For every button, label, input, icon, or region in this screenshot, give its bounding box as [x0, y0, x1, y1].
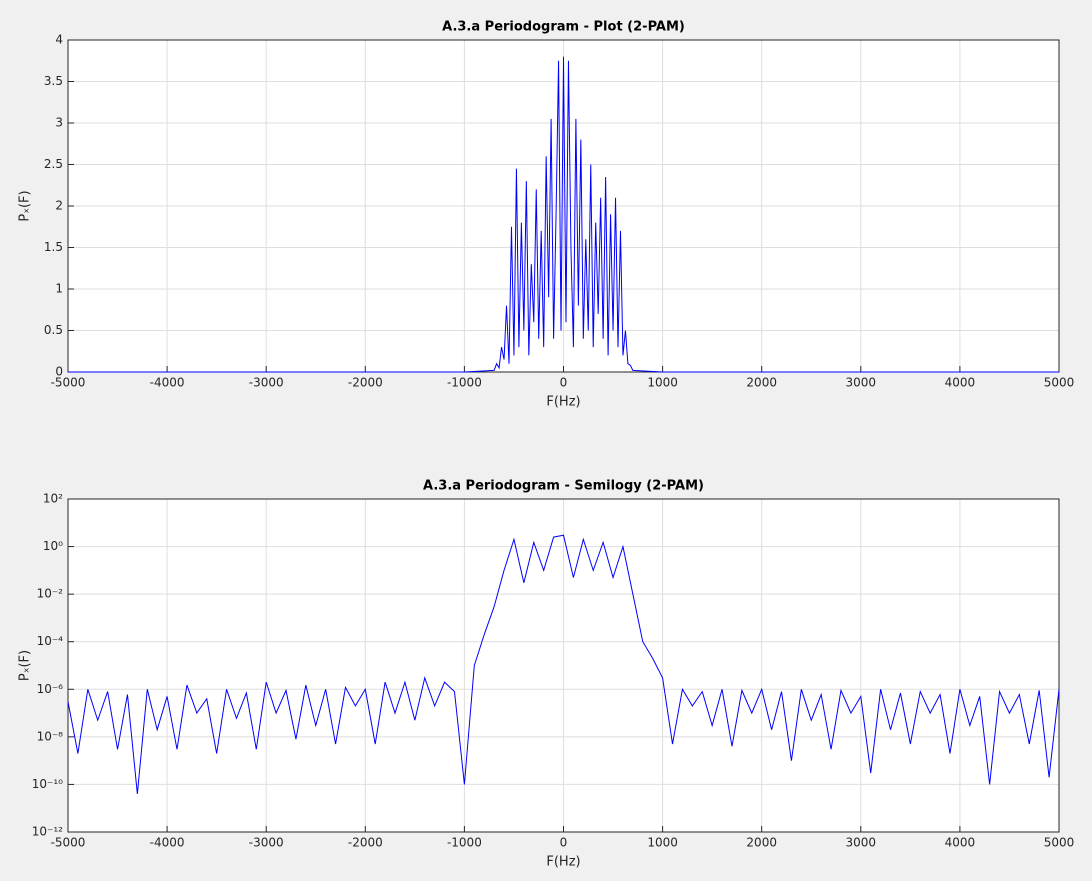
y-tick-label: 3.5: [44, 74, 63, 88]
y-tick-label: 10⁻¹⁰: [32, 777, 63, 791]
y-tick-label: 10⁰: [43, 539, 63, 553]
x-tick-label: 0: [560, 836, 568, 850]
x-tick-label: -3000: [249, 376, 284, 390]
x-tick-label: -2000: [348, 836, 383, 850]
axes-border: [67, 498, 1060, 833]
y-tick-label: 10²: [43, 492, 63, 506]
x-tick-label: -2000: [348, 376, 383, 390]
chart-title: A.3.a Periodogram - Plot (2-PAM): [442, 20, 685, 35]
x-tick-label: 4000: [945, 836, 976, 850]
x-tick-label: -5000: [51, 836, 86, 850]
x-tick-label: 4000: [945, 376, 976, 390]
x-tick-label: -1000: [447, 376, 482, 390]
y-tick-label: 2.5: [44, 157, 63, 171]
x-tick-label: 2000: [746, 836, 777, 850]
y-axis-label: Pₓ(F): [18, 190, 33, 221]
x-tick-label: 3000: [846, 836, 877, 850]
y-tick-label: 10⁻²: [37, 587, 64, 601]
y-tick-label: 0: [55, 365, 63, 379]
y-tick-label: 4: [55, 33, 63, 47]
y-axis-label: Pₓ(F): [18, 650, 33, 681]
y-tick-label: 2: [55, 199, 63, 213]
data-line: [68, 56, 1059, 373]
x-tick-label: 5000: [1044, 836, 1075, 850]
y-tick-label: 10⁻⁸: [37, 729, 64, 743]
y-tick-label: 10⁻⁴: [37, 634, 64, 648]
data-line: [67, 534, 1060, 794]
x-tick-label: 5000: [1044, 376, 1075, 390]
y-tick-label: 3: [55, 116, 63, 130]
chart-title: A.3.a Periodogram - Semilogy (2-PAM): [423, 479, 704, 494]
axes-border: [67, 39, 1060, 373]
x-tick-label: 0: [560, 376, 568, 390]
y-tick-label: 0.5: [44, 323, 63, 337]
y-tick-label: 10⁻⁶: [37, 682, 64, 696]
x-tick-label: 1000: [647, 836, 678, 850]
x-tick-label: 1000: [647, 376, 678, 390]
x-tick-label: 2000: [746, 376, 777, 390]
x-tick-label: -5000: [51, 376, 86, 390]
y-tick-label: 1.5: [44, 240, 63, 254]
y-tick-label: 1: [55, 282, 63, 296]
y-tick-label: 10⁻¹²: [32, 825, 63, 839]
x-tick-label: 3000: [846, 376, 877, 390]
x-tick-label: -4000: [150, 836, 185, 850]
x-tick-label: -4000: [150, 376, 185, 390]
x-tick-label: -1000: [447, 836, 482, 850]
x-axis-label: F(Hz): [546, 395, 580, 410]
x-axis-label: F(Hz): [546, 855, 580, 870]
x-tick-label: -3000: [249, 836, 284, 850]
